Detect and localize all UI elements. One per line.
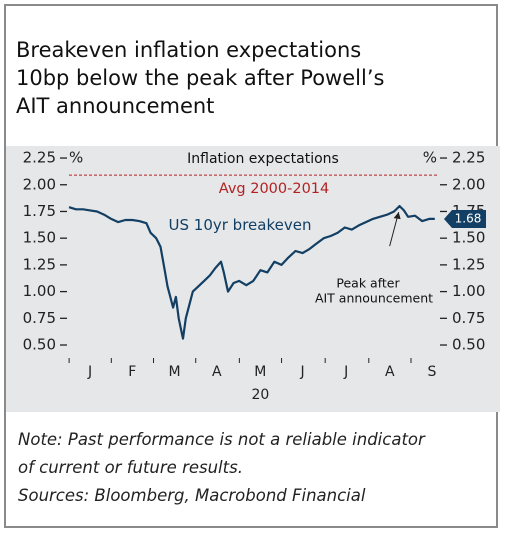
y2-tick-label: 1.00 <box>452 282 485 300</box>
end-label-box <box>444 209 486 228</box>
y2-tick-label: 2.25 <box>452 149 485 167</box>
y-axis-unit: % <box>69 149 83 167</box>
y-tick-label: 1.50 <box>23 229 56 247</box>
note-line: Note: Past performance is not a reliable… <box>18 430 425 449</box>
y2-tick-label: 0.50 <box>452 336 485 354</box>
x-tick-label: J <box>343 364 348 380</box>
x-axis-label: 20 <box>251 387 269 403</box>
x-tick-label: J <box>299 364 304 380</box>
series-label: US 10yr breakeven <box>169 216 312 234</box>
annotation-line: Peak after <box>336 276 400 291</box>
x-tick-label: F <box>128 364 136 380</box>
note-line: of current or future results. <box>18 458 243 477</box>
x-tick-label: M <box>168 364 180 380</box>
x-tick-label: A <box>212 364 222 380</box>
y-tick-label: 0.75 <box>23 309 56 327</box>
y-tick-label: 1.75 <box>23 202 56 220</box>
title-line: Breakeven inflation expectations <box>16 38 362 62</box>
y-tick-label: 1.25 <box>23 255 56 273</box>
series-line <box>68 205 435 340</box>
y2-tick-label: 1.25 <box>452 255 485 273</box>
subtitle: Inflation expectations <box>187 151 339 167</box>
y2-tick-label: 1.50 <box>452 229 485 247</box>
plot-background <box>6 146 500 412</box>
y-tick-label: 0.50 <box>23 336 56 354</box>
chart: 2.25 2.00 1.75 1.50 1.25 1.00 0.75 0.50 2.25 2.00… <box>6 146 500 412</box>
y2-axis-unit: % <box>423 149 437 167</box>
y2-tick-label: 2.00 <box>452 175 485 193</box>
title-line: AIT announcement <box>16 94 215 118</box>
y-tick-label: 2.00 <box>23 175 56 193</box>
x-tick-label: J <box>87 364 92 380</box>
title: Breakeven inflation expectations 10bp be… <box>16 36 486 120</box>
title-line: 10bp below the peak after Powell’s <box>16 66 385 90</box>
arrow-head <box>393 212 401 220</box>
y-tick-label: 1.00 <box>23 282 56 300</box>
y2-tick-label: 0.75 <box>452 309 485 327</box>
note-line: Sources: Bloomberg, Macrobond Financial <box>18 486 366 505</box>
y-tick-label: 2.25 <box>23 149 56 167</box>
x-tick-label: S <box>428 364 437 380</box>
note: Note: Past performance is not a reliable… <box>18 426 488 510</box>
x-tick-label: A <box>385 364 395 380</box>
annotation-line: AIT announcement <box>315 291 433 306</box>
reference-label: Avg 2000-2014 <box>219 181 330 197</box>
end-label: 1.68 <box>455 211 482 225</box>
x-tick-label: M <box>254 364 266 380</box>
